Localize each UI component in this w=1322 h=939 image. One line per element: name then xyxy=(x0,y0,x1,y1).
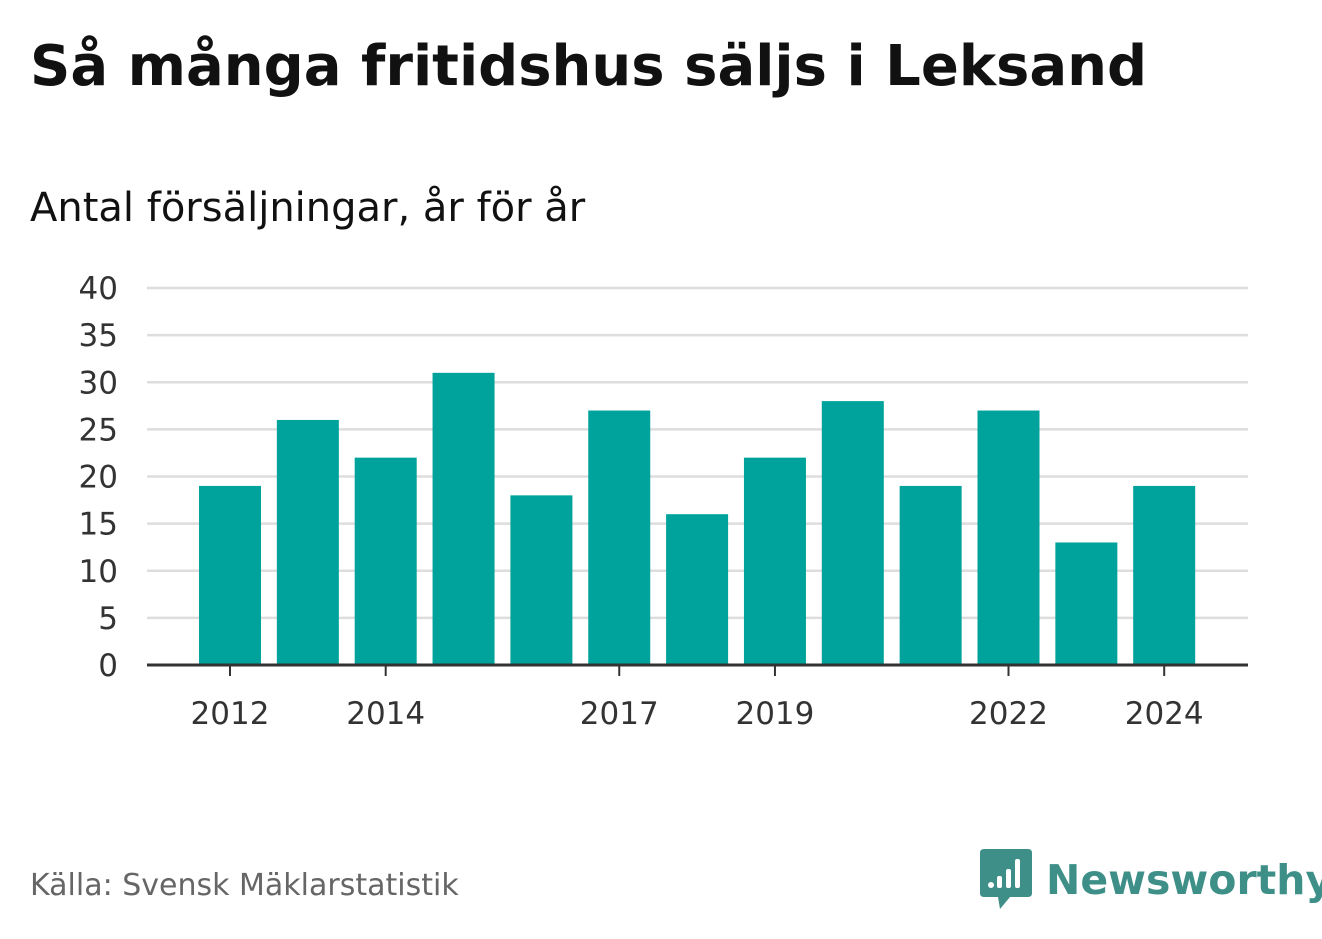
bars xyxy=(199,372,1196,665)
y-tick-label: 15 xyxy=(79,507,118,543)
bar-2012 xyxy=(199,485,261,665)
chart-subtitle: Antal försäljningar, år för år xyxy=(30,185,586,231)
bar-2020 xyxy=(821,401,884,665)
y-tick-label: 30 xyxy=(79,365,118,401)
x-tick-label: 2017 xyxy=(580,696,659,732)
source-note: Källa: Svensk Mäklarstatistik xyxy=(30,868,459,903)
y-axis-tick-labels: 0 5 10 15 20 25 30 35 40 xyxy=(79,271,118,684)
x-tick-label: 2012 xyxy=(191,696,270,732)
x-tick-label: 2019 xyxy=(735,696,814,732)
newsworthy-logo[interactable]: Newsworthy xyxy=(980,848,1322,912)
bar-2015 xyxy=(432,372,495,665)
bar-2014 xyxy=(354,457,417,665)
bar-2018 xyxy=(666,514,729,665)
bar-2023 xyxy=(1055,542,1118,665)
y-tick-label: 0 xyxy=(98,648,118,684)
bar-2017 xyxy=(588,410,651,665)
bar-2013 xyxy=(276,419,339,665)
bar-2021 xyxy=(899,485,962,665)
y-tick-label: 5 xyxy=(98,601,118,637)
y-tick-label: 35 xyxy=(79,318,118,354)
y-tick-label: 40 xyxy=(79,271,118,307)
bar-2019 xyxy=(743,457,806,665)
x-axis-tick-labels: 2012 2014 2017 2019 2022 2024 xyxy=(191,696,1204,732)
chart-title: Så många fritidshus säljs i Leksand xyxy=(30,34,1148,99)
y-tick-label: 10 xyxy=(79,554,118,590)
x-tick-label: 2014 xyxy=(346,696,425,732)
newsworthy-chart-icon xyxy=(980,849,1032,909)
y-tick-label: 20 xyxy=(79,460,118,496)
brand-name: Newsworthy xyxy=(1046,856,1322,904)
y-tick-label: 25 xyxy=(79,412,118,448)
bar-2022 xyxy=(977,410,1040,665)
bar-2024 xyxy=(1133,485,1196,665)
x-tick-label: 2024 xyxy=(1125,696,1204,732)
x-axis xyxy=(147,663,1248,676)
bar-2016 xyxy=(510,495,573,665)
x-tick-label: 2022 xyxy=(969,696,1048,732)
